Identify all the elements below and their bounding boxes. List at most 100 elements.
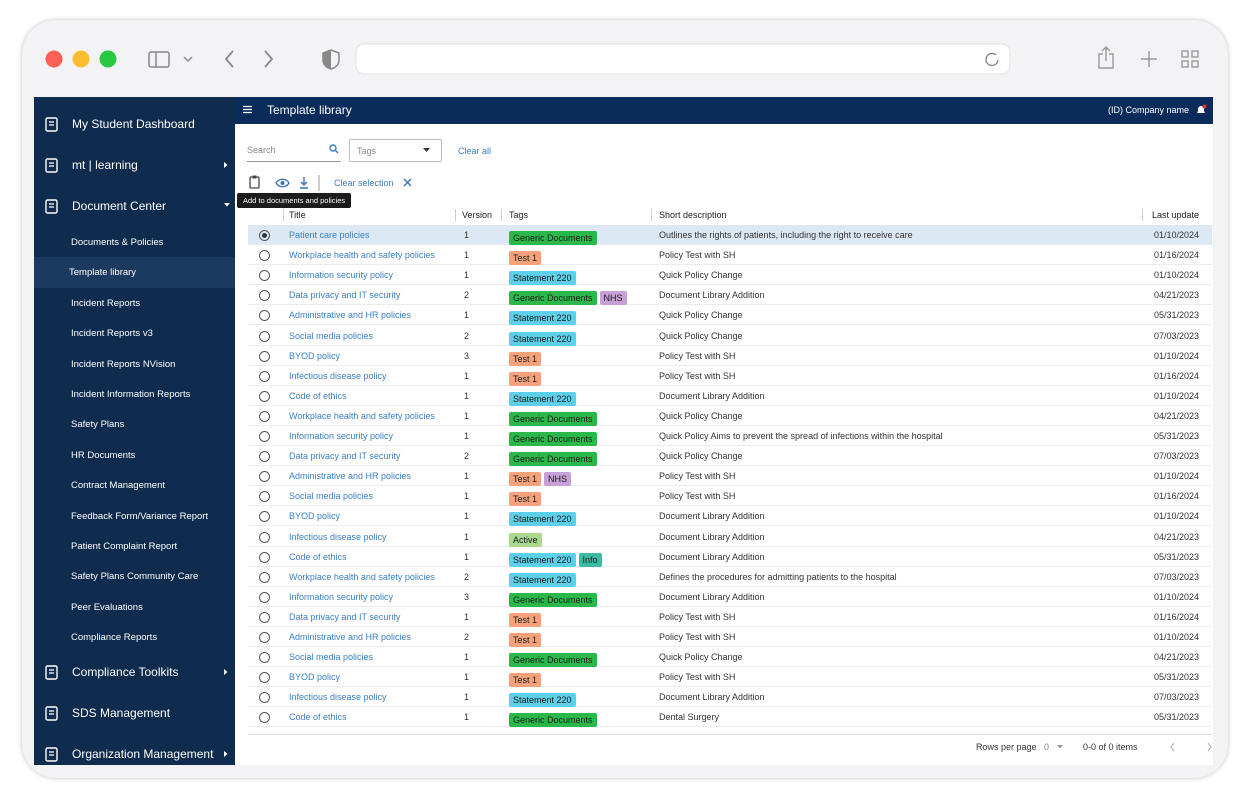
nav-subitem[interactable]: Safety Plans Community Care (34, 561, 235, 591)
column-header[interactable]: Version (462, 210, 493, 220)
row-radio[interactable] (259, 551, 270, 563)
clear-selection[interactable]: Clear selection (334, 178, 394, 188)
doc-title[interactable]: Administrative and HR policies (289, 632, 412, 642)
doc-title[interactable]: Workplace health and safety policies (289, 410, 435, 421)
row-radio[interactable] (259, 571, 270, 583)
nav-subitem[interactable]: Peer Evaluations (34, 592, 235, 622)
row-radio[interactable] (259, 591, 270, 603)
tag-list: Active (509, 532, 545, 551)
row-radio[interactable] (259, 652, 270, 664)
row-radio[interactable] (259, 290, 270, 302)
row-radio[interactable] (259, 410, 270, 422)
doc-title[interactable]: Data privacy and IT security (289, 290, 401, 301)
company-name[interactable]: (ID) Company name (1107, 105, 1189, 115)
row-radio[interactable] (259, 310, 270, 322)
doc-title[interactable]: Code of ethics (289, 551, 347, 562)
row-radio[interactable] (259, 491, 270, 503)
nav-subitem[interactable]: Patient Complaint Report (34, 531, 235, 561)
doc-title[interactable]: Code of ethics (289, 390, 347, 401)
column-header[interactable]: Last update (1152, 210, 1200, 220)
doc-title[interactable]: Infectious disease policy (289, 531, 387, 542)
table-row: Workplace health and safety policies 1 Gen… (248, 406, 1212, 426)
nav-subitem[interactable]: Incident Reports (34, 288, 235, 318)
doc-title[interactable]: Data privacy and IT security (289, 611, 401, 622)
nav-subitem[interactable]: Incident Reports v3 (34, 318, 235, 348)
doc-title[interactable]: Code of ethics (289, 712, 347, 723)
row-radio[interactable] (259, 471, 270, 483)
doc-title[interactable]: Social media policies (289, 491, 374, 502)
row-radio[interactable] (259, 390, 270, 402)
clear-all[interactable]: Clear all (458, 146, 492, 156)
column-header[interactable]: Tags (509, 210, 529, 220)
tag: Active (509, 532, 542, 547)
tag-list: Generic Documents NHS (509, 291, 630, 309)
nav-item[interactable]: My Student Dashboard (34, 104, 235, 145)
row-radio[interactable] (259, 672, 270, 684)
version: 2 (464, 451, 470, 462)
doc-title[interactable]: Information security policy (289, 431, 394, 441)
table-row: Data privacy and IT security 2 Generic Doc… (248, 285, 1212, 306)
rows-per-page-label: Rows per page (976, 742, 1037, 752)
table-row: Infectious disease policy 1 Active Document… (248, 527, 1212, 547)
nav-item[interactable]: Document Center (34, 186, 235, 227)
doc-title[interactable]: Infectious disease policy (289, 370, 387, 381)
rows-per-page-select[interactable]: 0 (1044, 742, 1050, 752)
row-radio[interactable] (259, 431, 270, 442)
doc-title[interactable]: Information security policy (289, 270, 394, 281)
row-radio[interactable] (259, 451, 270, 463)
bell-icon[interactable] (1195, 104, 1207, 116)
row-radio[interactable] (259, 330, 270, 342)
nav-subitem[interactable]: Safety Plans (34, 409, 235, 439)
column-header[interactable]: Short description (659, 210, 727, 220)
search-input[interactable]: Search (247, 139, 341, 162)
nav-subitem[interactable]: Template library (34, 257, 235, 288)
row-radio[interactable] (259, 712, 270, 724)
description: Policy Test with SH (659, 491, 736, 502)
doc-title[interactable]: Administrative and HR policies (289, 471, 412, 482)
nav-subitem[interactable]: Compliance Reports (34, 622, 235, 652)
doc-title[interactable]: BYOD policy (289, 511, 341, 522)
doc-title[interactable]: Administrative and HR policies (289, 310, 412, 321)
last-update: 01/16/2024 (1153, 370, 1199, 381)
doc-title[interactable]: Data privacy and IT security (289, 451, 401, 462)
doc-title[interactable]: Information security policy (289, 591, 394, 602)
row-radio[interactable] (259, 511, 270, 523)
nav-item[interactable]: SDS Management (34, 693, 235, 734)
description: Defines the procedures for admitting pat… (659, 571, 897, 582)
row-radio[interactable] (259, 350, 270, 362)
doc-title[interactable]: BYOD policy (289, 672, 341, 683)
nav-subitem[interactable]: Incident Information Reports (34, 379, 235, 409)
doc-title[interactable]: Workplace health and safety policies (289, 571, 435, 582)
nav-sublabel: Contract Management (71, 480, 165, 492)
tag: Statement 220 (509, 311, 576, 326)
doc-title[interactable]: Patient care policies (289, 230, 370, 240)
row-radio[interactable] (259, 692, 270, 704)
doc-title[interactable]: Social media policies (289, 652, 374, 663)
row-radio[interactable] (259, 531, 270, 543)
row-radio[interactable] (259, 250, 270, 262)
doc-title[interactable]: Infectious disease policy (289, 692, 387, 703)
nav-subitem[interactable]: Contract Management (34, 470, 235, 500)
nav-subitem[interactable]: Incident Reports NVision (34, 349, 235, 379)
nav-item[interactable]: Compliance Toolkits (34, 652, 235, 693)
nav-subitem[interactable]: Documents & Policies (34, 227, 235, 257)
menu-icon[interactable] (243, 105, 253, 115)
row-radio[interactable] (259, 270, 270, 282)
column-separator (651, 209, 652, 221)
row-radio[interactable] (259, 370, 270, 382)
tags-select[interactable]: Tags (349, 139, 442, 162)
doc-title[interactable]: BYOD policy (289, 350, 341, 361)
pagination-arrows[interactable] (1169, 742, 1213, 752)
nav-subitem[interactable]: Feedback Form/Variance Report (34, 501, 235, 531)
column-header[interactable]: Title (289, 210, 306, 220)
nav-subitem[interactable]: HR Documents (34, 440, 235, 470)
row-radio[interactable] (259, 611, 270, 623)
doc-title[interactable]: Workplace health and safety policies (289, 250, 435, 261)
nav-item[interactable]: mt | learning (34, 145, 235, 186)
row-radio[interactable] (259, 230, 270, 241)
last-update: 05/31/2023 (1153, 551, 1199, 562)
row-radio[interactable] (259, 632, 270, 643)
nav-item[interactable]: Organization Management (34, 734, 235, 765)
doc-title[interactable]: Social media policies (289, 330, 374, 341)
tag: Info (578, 552, 602, 567)
